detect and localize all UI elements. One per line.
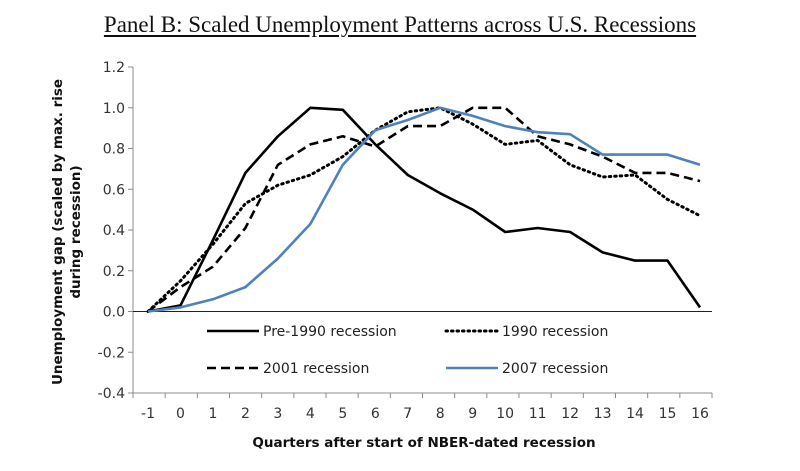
series-line-2001-recession — [147, 106, 701, 313]
x-tick-label: 4 — [306, 406, 315, 422]
x-tick-label: 14 — [626, 406, 644, 422]
y-tick-label: -0.2 — [98, 345, 125, 361]
x-tick-label: 3 — [273, 406, 282, 422]
legend-label: 2007 recession — [502, 361, 608, 377]
x-tick-label: 2 — [241, 406, 250, 422]
series-layer — [146, 106, 702, 313]
series-line-pre-1990-recession — [147, 106, 702, 313]
y-tick-label: 1.0 — [103, 101, 125, 117]
x-tick-label: 11 — [529, 406, 547, 422]
y-tick-label: 0.6 — [103, 182, 125, 198]
chart-title: Panel B: Scaled Unemployment Patterns ac… — [103, 12, 697, 37]
y-tick-label: 0.0 — [103, 305, 125, 321]
x-tick-label: 0 — [176, 406, 185, 422]
y-tick-label: 0.2 — [103, 264, 125, 280]
series-line-2007-recession — [147, 106, 701, 313]
x-tick-label: 8 — [436, 406, 445, 422]
x-tick-label: 13 — [594, 406, 612, 422]
y-tick-label: 0.8 — [103, 142, 125, 158]
y-tick-label: 1.2 — [103, 60, 125, 76]
x-tick-label: 7 — [403, 406, 412, 422]
y-tick-label: 0.4 — [103, 223, 125, 239]
x-axis-ticks: -1 0 1 2 3 4 5 6 7 8 9 10 11 12 13 14 15 16 — [132, 393, 713, 422]
legend-label: 1990 recession — [502, 324, 608, 340]
x-tick-label: 10 — [496, 406, 514, 422]
x-tick-label: 15 — [659, 406, 677, 422]
x-tick-label: 12 — [561, 406, 579, 422]
legend-label: Pre-1990 recession — [263, 324, 397, 340]
x-axis-title: Quarters after start of NBER-dated reces… — [252, 435, 595, 451]
series-line-1990-recession — [146, 106, 702, 313]
x-tick-label: 9 — [468, 406, 477, 422]
x-tick-label: 5 — [338, 406, 347, 422]
x-tick-label: 1 — [208, 406, 217, 422]
y-tick-label: -0.4 — [98, 386, 125, 402]
x-tick-label: 16 — [691, 406, 709, 422]
y-axis-title-line-2: during recession) — [68, 165, 84, 298]
legend: Pre-1990 recession 1990 recession 2001 rec… — [207, 324, 608, 377]
x-tick-label: -1 — [141, 406, 155, 422]
y-axis-ticks: -0.4 -0.2 0.0 0.2 0.4 0.6 0.8 1.0 1.2 — [98, 60, 133, 402]
x-tick-label: 6 — [371, 406, 380, 422]
legend-label: 2001 recession — [263, 361, 369, 377]
y-axis-title-line-1: Unemployment gap (scaled by max. rise — [50, 79, 66, 385]
